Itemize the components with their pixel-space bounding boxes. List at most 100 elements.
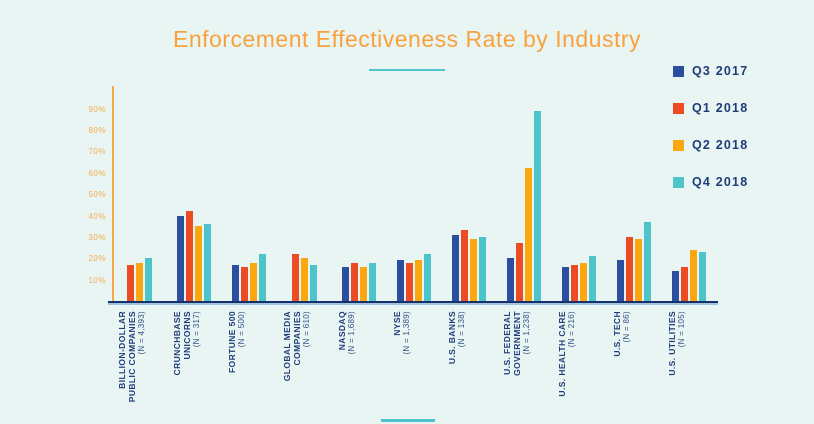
category-sample-size: (N = 4,393)	[137, 311, 147, 355]
category-column-fortune-500: FORTUNE 500 (N = 500)	[222, 88, 277, 424]
x-axis-line-top	[108, 301, 718, 303]
bar-q2-2018	[579, 262, 587, 301]
plot-area: 10% 20% 30% 40% 50% 60% 70% 80% 90% BILLION-DOLL…	[88, 86, 718, 424]
bar-q3-2017	[506, 258, 514, 301]
legend: Q3 2017 Q1 2018 Q2 2018 Q4 2018	[673, 64, 748, 189]
category-label-wrap: U.S. FEDERAL GOVERNMENT (N = 1,238)	[496, 305, 551, 424]
bar-q3-2017	[671, 271, 679, 301]
y-tick-90: 90%	[88, 104, 106, 114]
y-axis-line	[112, 86, 114, 303]
bar-q4-2018	[643, 221, 651, 301]
bar-q1-2018	[625, 236, 633, 301]
category-sample-size: (N = 86)	[621, 311, 631, 343]
category-name: FORTUNE 500	[227, 311, 238, 374]
bar-q3-2017	[177, 215, 185, 301]
bar-q4-2018	[144, 258, 152, 301]
bar-q2-2018	[300, 258, 308, 301]
bar-q2-2018	[195, 226, 203, 301]
category-name: U.S. BANKS	[446, 311, 457, 365]
bar-group	[232, 88, 267, 301]
bar-q1-2018	[460, 230, 468, 301]
x-axis-line-shadow	[108, 303, 718, 305]
title-underline	[369, 69, 445, 71]
category-label-wrap: U.S. UTILITIES (N = 105)	[661, 305, 716, 424]
category-label: U.S. FEDERAL GOVERNMENT (N = 1,238)	[502, 311, 546, 424]
bar-q2-2018	[414, 260, 422, 301]
bar-q3-2017	[561, 266, 569, 301]
legend-swatch-q1-2018	[673, 102, 684, 114]
bar-group	[177, 88, 212, 301]
category-label: NYSE (N = 1,389)	[392, 311, 436, 424]
legend-swatch-q2-2018	[673, 139, 684, 151]
bar-group	[561, 88, 596, 301]
y-tick-40: 40%	[88, 211, 106, 221]
bar-q1-2018	[515, 243, 523, 301]
category-label-wrap: U.S. TECH (N = 86)	[606, 305, 661, 424]
category-column-nyse: NYSE (N = 1,389)	[387, 88, 442, 424]
y-tick-70: 70%	[88, 147, 106, 157]
y-tick-30: 30%	[88, 232, 106, 242]
legend-swatch-q3-2017	[673, 65, 684, 77]
category-column-crunchbase-unicorns: CRUNCHBASE UNICORNS (N = 317)	[167, 88, 222, 424]
category-label: FORTUNE 500 (N = 500)	[227, 311, 271, 424]
bar-q1-2018	[186, 211, 194, 301]
bar-q4-2018	[588, 256, 596, 301]
category-sample-size: (N = 138)	[456, 311, 466, 348]
y-tick-60: 60%	[88, 168, 106, 178]
legend-item-q4-2018: Q4 2018	[673, 175, 748, 189]
category-name: U.S. FEDERAL GOVERNMENT	[501, 311, 522, 376]
bar-q4-2018	[478, 236, 486, 301]
category-name: U.S. UTILITIES	[666, 311, 677, 376]
category-label-wrap: CRUNCHBASE UNICORNS (N = 317)	[167, 305, 222, 424]
y-axis-labels: 10% 20% 30% 40% 50% 60% 70% 80% 90%	[72, 88, 106, 301]
bar-group	[451, 88, 486, 301]
category-label-wrap: BILLION-DOLLAR PUBLIC COMPANIES (N = 4,393…	[112, 305, 167, 424]
bar-group	[671, 88, 706, 301]
bar-q3-2017	[232, 264, 240, 301]
bar-group	[342, 88, 377, 301]
category-label: GLOBAL MEDIA COMPANIES (N = 610)	[282, 311, 326, 424]
bar-q1-2018	[680, 266, 688, 301]
category-column-global-media-companies: GLOBAL MEDIA COMPANIES (N = 610)	[277, 88, 332, 424]
bar-group	[616, 88, 651, 301]
category-column-u-s-banks: U.S. BANKS (N = 138)	[441, 88, 496, 424]
chart-title: Enforcement Effectiveness Rate by Indust…	[172, 26, 642, 52]
category-label: BILLION-DOLLAR PUBLIC COMPANIES (N = 4,393…	[117, 311, 161, 424]
bar-q2-2018	[469, 239, 477, 301]
legend-item-q3-2017: Q3 2017	[673, 64, 748, 78]
bar-q4-2018	[533, 110, 541, 301]
category-name: U.S. HEALTH CARE	[556, 311, 567, 397]
category-label: U.S. HEALTH CARE (N = 216)	[557, 311, 601, 424]
bar-q3-2017	[342, 266, 350, 301]
category-column-u-s-health-care: U.S. HEALTH CARE (N = 216)	[551, 88, 606, 424]
bar-group	[126, 88, 152, 301]
bar-q1-2018	[241, 266, 249, 301]
bar-q3-2017	[616, 260, 624, 301]
category-sample-size: (N = 105)	[676, 311, 686, 348]
category-name: BILLION-DOLLAR PUBLIC COMPANIES	[117, 311, 138, 403]
bar-q1-2018	[570, 264, 578, 301]
bar-q2-2018	[135, 262, 143, 301]
category-column-nasdaq: NASDAQ (N = 1,689)	[332, 88, 387, 424]
bar-q2-2018	[634, 239, 642, 301]
category-name: GLOBAL MEDIA COMPANIES	[282, 311, 303, 382]
category-name: CRUNCHBASE UNICORNS	[172, 311, 193, 376]
legend-label: Q2 2018	[692, 138, 749, 152]
y-tick-80: 80%	[88, 126, 106, 135]
category-sample-size: (N = 610)	[302, 311, 312, 348]
bar-group	[396, 88, 431, 301]
category-column-u-s-federal-government: U.S. FEDERAL GOVERNMENT (N = 1,238)	[496, 88, 551, 424]
bar-q4-2018	[204, 224, 212, 301]
category-sample-size: (N = 317)	[192, 311, 202, 348]
x-axis-line	[108, 301, 718, 305]
category-sample-size: (N = 1,689)	[347, 311, 357, 355]
category-sample-size: (N = 216)	[566, 311, 576, 348]
bar-q1-2018	[291, 253, 299, 301]
legend-label: Q4 2018	[692, 175, 749, 189]
legend-label: Q1 2018	[692, 101, 749, 115]
bar-q3-2017	[451, 234, 459, 301]
bar-q1-2018	[126, 264, 134, 301]
bar-q1-2018	[351, 262, 359, 301]
bar-group	[506, 88, 541, 301]
